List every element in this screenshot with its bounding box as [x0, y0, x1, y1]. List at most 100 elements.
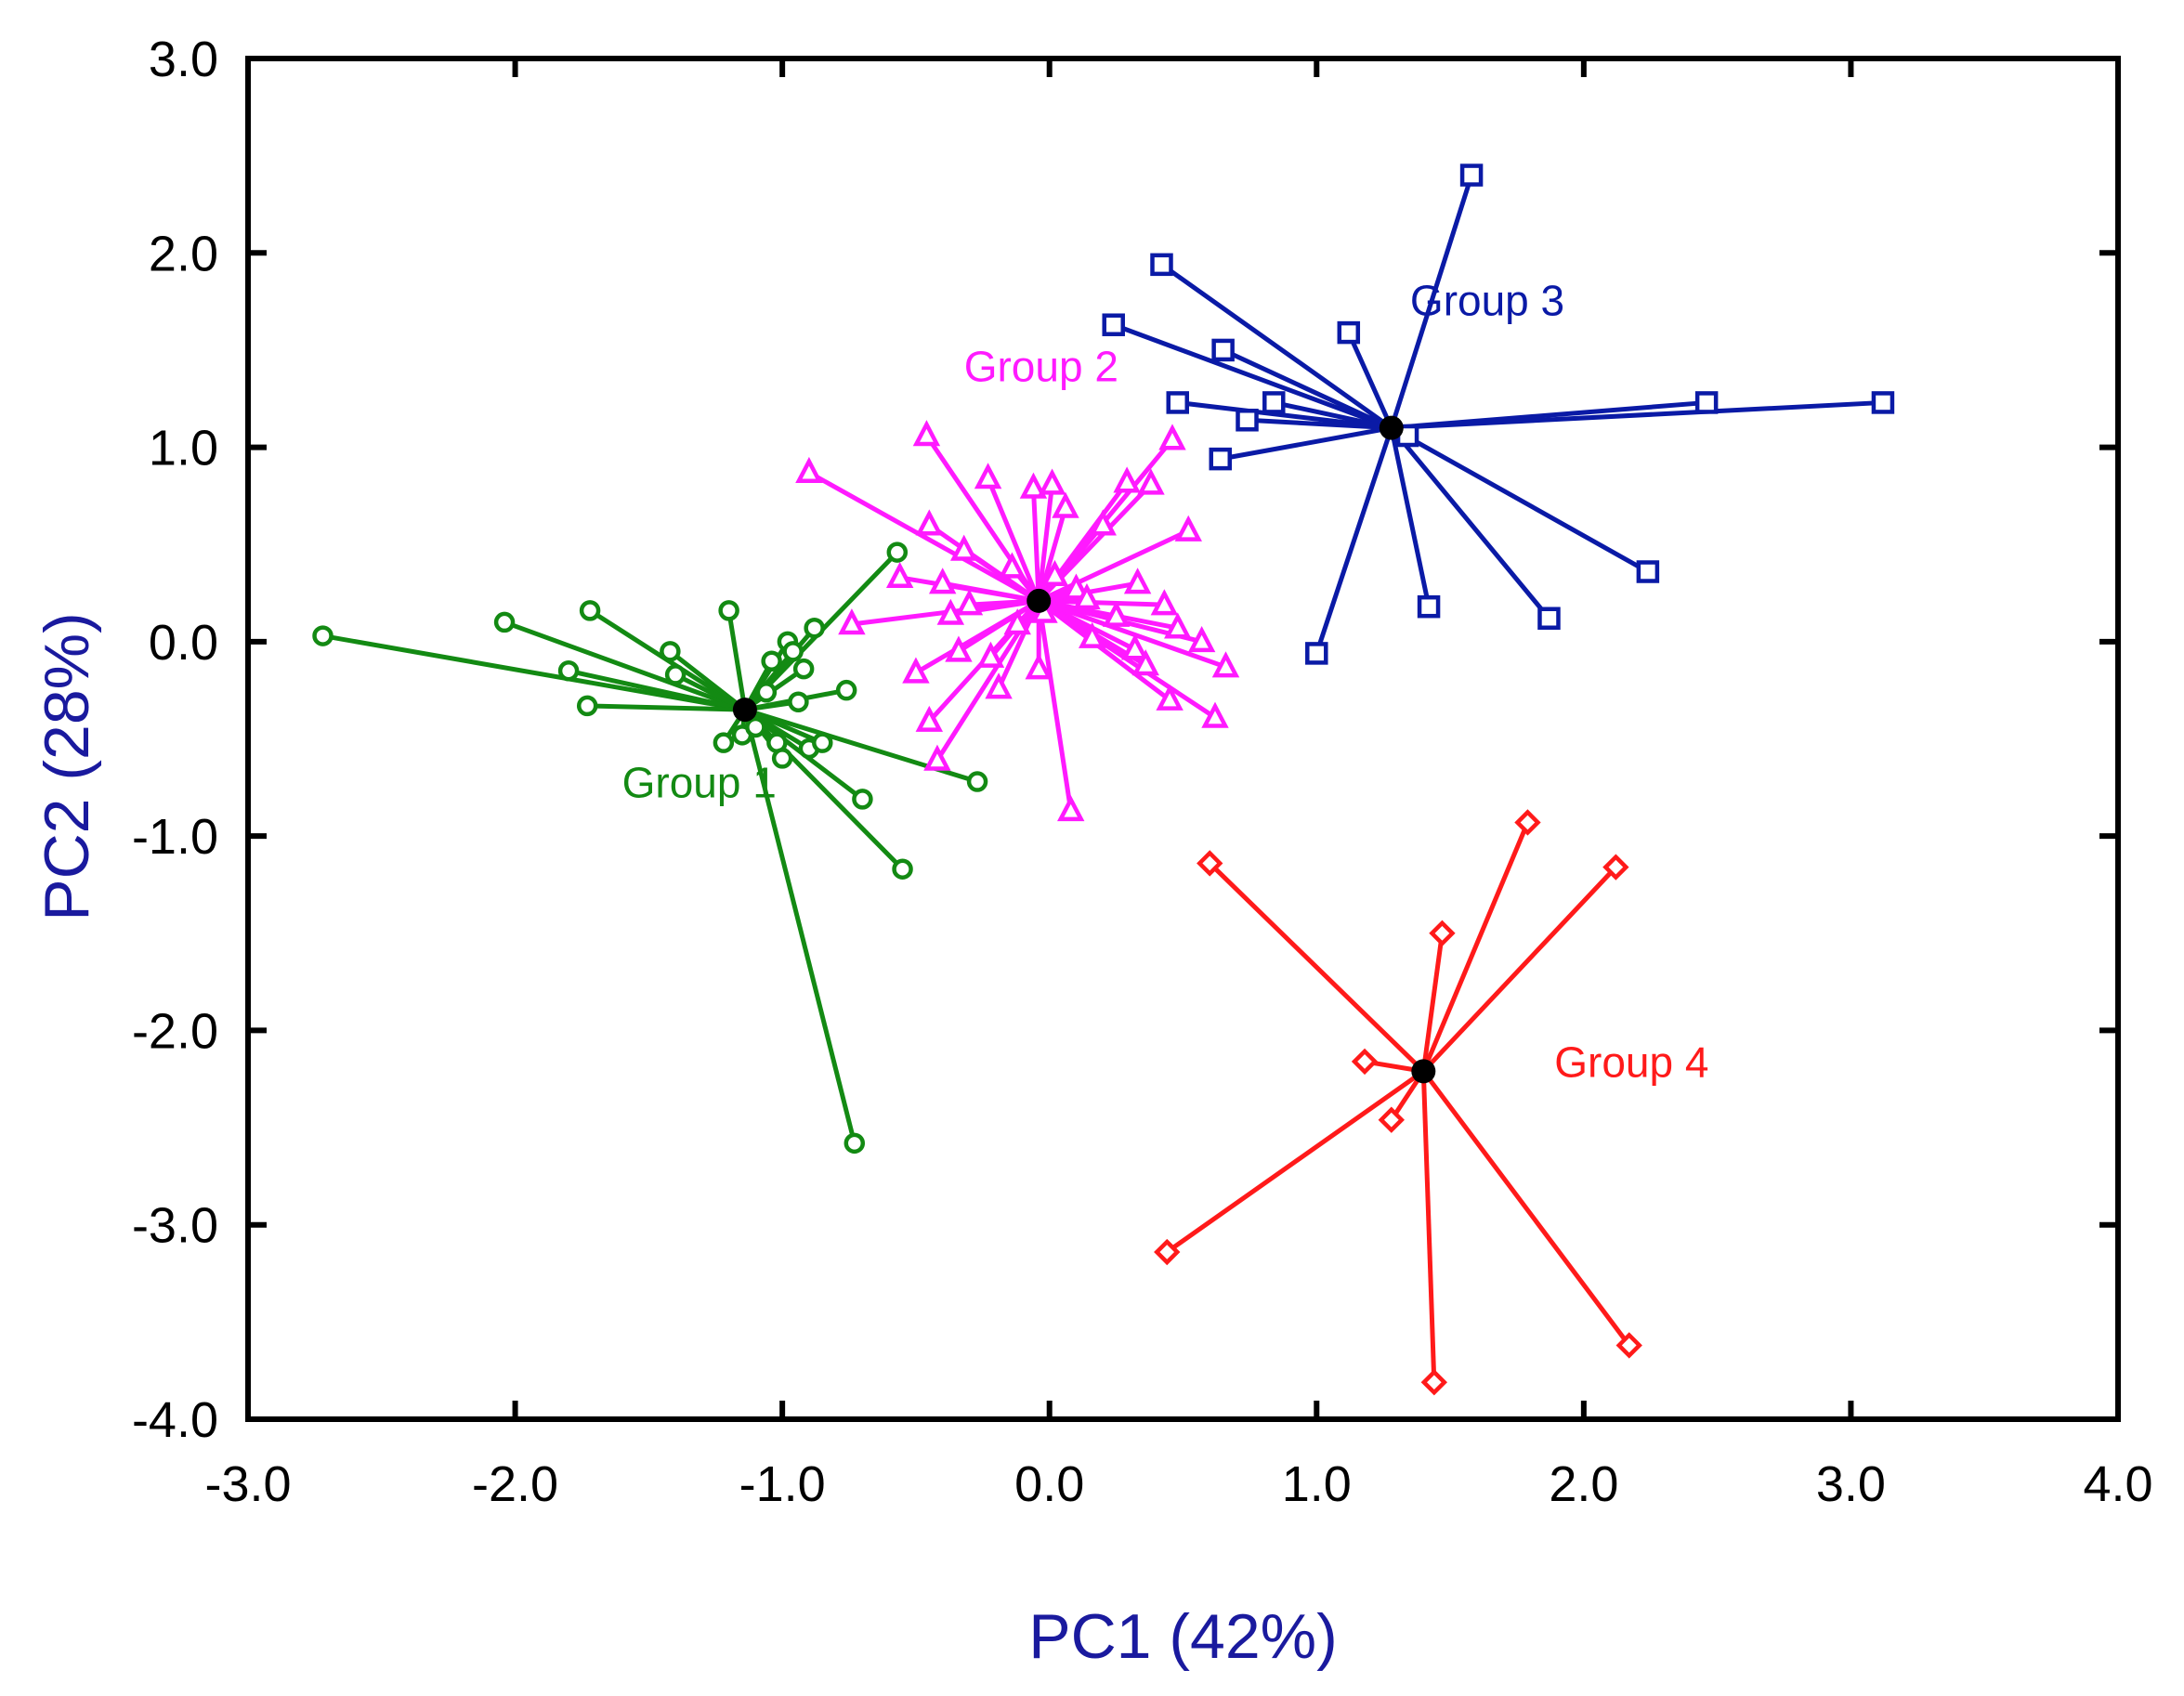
group-3-spoke	[1160, 262, 1393, 430]
group-1-point	[966, 771, 988, 792]
group-1-point	[557, 660, 580, 682]
group-2-spoke	[986, 477, 1041, 602]
group-2-point	[1062, 573, 1091, 600]
plot-frame	[245, 56, 2121, 1422]
x-tick-label: -2.0	[472, 1456, 558, 1512]
group-2-point	[902, 657, 930, 684]
group-1-point	[576, 695, 598, 717]
group-2-point	[795, 456, 823, 484]
group-2-point	[945, 635, 973, 662]
group-1-point	[812, 732, 833, 753]
group-2-point	[1164, 612, 1192, 639]
x-tick-label: 4.0	[2083, 1456, 2152, 1512]
group-4-spoke	[1421, 1069, 1631, 1347]
axis-ticks	[245, 56, 2121, 1422]
group-1-point	[782, 641, 804, 662]
group-2-spoke	[1039, 598, 1165, 607]
y-tick-label: -3.0	[132, 1198, 218, 1254]
group-3-centroid	[1379, 415, 1404, 440]
group-2-point	[1121, 633, 1149, 660]
group-3-spoke	[1390, 425, 1650, 574]
group-3-point	[1694, 391, 1719, 414]
group-1-point	[892, 858, 913, 880]
group-2-spoke	[1038, 598, 1227, 670]
group-3-spoke	[1314, 426, 1394, 655]
group-1-point	[755, 682, 778, 703]
group-2-point	[1113, 466, 1141, 493]
group-2-point	[1057, 795, 1085, 822]
group-2-point	[1089, 509, 1117, 536]
y-tick-label: 1.0	[149, 421, 218, 476]
group-1-spoke	[322, 633, 746, 712]
group-2-point	[1123, 568, 1152, 594]
group-2-point	[1079, 621, 1106, 648]
y-axis-title: PC2 (28%)	[32, 612, 102, 921]
group-1-point	[761, 650, 782, 672]
group-2-point	[1003, 608, 1031, 635]
y-tick-label: 2.0	[149, 226, 218, 281]
group-2-point	[976, 641, 1005, 668]
group-2-point	[1102, 600, 1131, 627]
group-2-centroid	[1027, 588, 1052, 613]
group-3-point	[1337, 320, 1361, 345]
y-tick-label: -2.0	[132, 1003, 218, 1059]
group-4-point	[1615, 1332, 1642, 1359]
group-1-point	[745, 716, 766, 738]
group-1-point	[844, 1132, 866, 1155]
group-2-spoke	[1036, 484, 1055, 602]
group-3-label: Group 3	[1410, 276, 1564, 324]
group-3-point	[1262, 391, 1286, 414]
group-2-point	[915, 705, 944, 732]
group-2-point	[936, 598, 965, 625]
group-3-spoke	[1247, 417, 1392, 431]
y-tick-label: 0.0	[149, 615, 218, 671]
group-2-point	[1025, 653, 1053, 680]
x-axis-title: PC1 (42%)	[1028, 1601, 1338, 1672]
group-2-point	[912, 420, 941, 447]
group-3-spoke	[1389, 426, 1551, 620]
group-2-point	[949, 534, 978, 561]
group-3-spoke	[1222, 347, 1393, 430]
group-3-point	[1150, 253, 1173, 277]
group-2-point	[928, 568, 957, 594]
group-1-spoke	[668, 649, 747, 712]
group-centroids	[732, 415, 1436, 1084]
group-labels: Group 1 Group 2 Group 3 Group 4	[622, 276, 1709, 1086]
group-1-point	[835, 679, 857, 701]
y-tick-label: 3.0	[149, 32, 218, 87]
group-2-point	[1211, 651, 1240, 678]
group-4-spoke	[1208, 861, 1426, 1074]
group-3-point	[1209, 447, 1233, 471]
group-3-spoke	[1220, 425, 1393, 462]
group-3-spoke	[1346, 332, 1394, 429]
group-2-point	[1156, 684, 1184, 711]
group-2-label: Group 2	[964, 342, 1118, 390]
group-1-point	[771, 748, 793, 769]
group-1-spoke	[726, 609, 748, 711]
group-2-point	[974, 463, 1002, 489]
group-1-spoke	[568, 668, 746, 712]
group-1-spoke	[742, 709, 857, 1144]
x-tick-label: 1.0	[1282, 1456, 1352, 1512]
group-1-point	[852, 789, 873, 810]
group-1-point	[788, 691, 809, 712]
group-2-spoke	[1036, 600, 1074, 812]
group-4-point	[1197, 850, 1223, 877]
group-4-point	[1602, 854, 1629, 881]
group-3-spoke	[1273, 399, 1393, 431]
x-tick-label: -3.0	[204, 1456, 291, 1512]
group-3-point	[1417, 594, 1441, 619]
group-4-point	[1514, 809, 1541, 836]
group-1-point	[312, 625, 333, 646]
group-2-point	[1187, 626, 1216, 653]
group-3-spoke	[1389, 427, 1432, 607]
group-2-spoke	[1038, 528, 1190, 604]
tick-labels: -3.0 -2.0 -1.0 0.0 1.0 2.0 3.0 4.0 -4.0 -3.0 -2.0 -…	[132, 32, 2153, 1512]
group-4-spoke	[1421, 865, 1618, 1074]
group-2-point	[1040, 559, 1069, 586]
group-2-point	[1201, 701, 1229, 728]
group-1-label: Group 1	[622, 758, 777, 806]
group-3-spoke	[1389, 174, 1474, 429]
group-2-spoke	[1030, 488, 1041, 602]
